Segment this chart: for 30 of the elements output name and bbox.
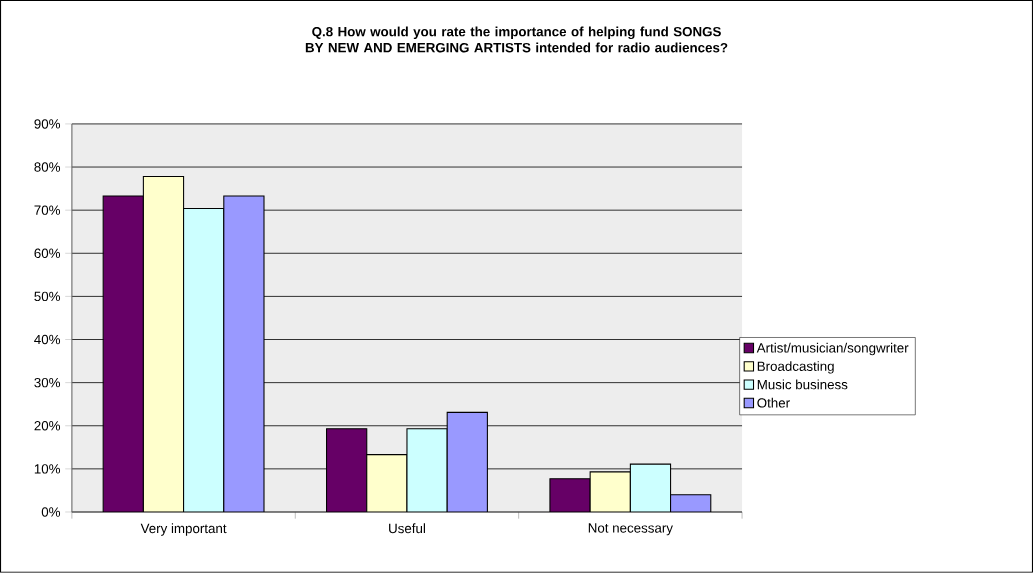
bar <box>326 428 368 513</box>
x-tick-label: Very important <box>140 523 227 536</box>
y-tick-label: 0% <box>41 507 61 517</box>
y-tick-label: 90% <box>34 119 61 129</box>
legend-label: Broadcasting <box>757 361 834 374</box>
bar <box>629 463 672 513</box>
bar <box>102 195 144 513</box>
bar <box>366 454 408 513</box>
bar <box>670 494 712 513</box>
legend-label: Music business <box>757 379 848 390</box>
legend-label: Other <box>757 397 790 408</box>
bar <box>589 471 631 513</box>
bar <box>446 411 488 513</box>
legend-label: Artist/musician/songwriter <box>756 342 909 356</box>
y-tick-label: 10% <box>34 464 61 474</box>
y-tick-label: 60% <box>34 248 61 259</box>
y-tick-label: 80% <box>34 162 61 172</box>
y-tick-label: 40% <box>34 334 61 345</box>
y-tick-label: 20% <box>34 421 61 431</box>
bar <box>142 176 185 513</box>
y-tick-label: 30% <box>34 377 61 388</box>
bar <box>549 478 591 513</box>
bar <box>223 195 265 513</box>
y-tick-label: 70% <box>34 205 61 215</box>
x-tick-label: Not necessary <box>588 523 673 536</box>
chart-title: Q.8 How would you rate the importance of helping fund SONGS BY NEW AND EMERGING ARTISTS intended for radio audiences? <box>305 26 728 53</box>
bar <box>183 207 225 513</box>
bar <box>406 428 448 513</box>
x-tick-label: Useful <box>389 523 425 534</box>
y-tick-label: 50% <box>34 291 61 302</box>
